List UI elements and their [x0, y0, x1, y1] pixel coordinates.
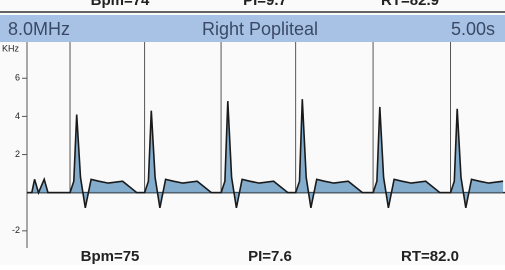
y-tick-label: 2: [15, 149, 20, 159]
bpm: Bpm=75: [81, 248, 140, 265]
rt: RT=82.0: [401, 248, 459, 265]
prev-rt: RT=82.9: [381, 0, 439, 9]
prev-bpm: Bpm=74: [91, 0, 150, 9]
sweep: 5.00s: [451, 19, 495, 39]
pi: PI=7.6: [248, 248, 292, 265]
y-tick-label: -2: [12, 225, 20, 235]
vessel: Right Popliteal: [202, 19, 318, 39]
screen: Bpm=74 PI=9.7 RT=82.9 8.0MHz Right Popli…: [0, 0, 505, 265]
page: Bpm=74 PI=9.7 RT=82.9 8.0MHz Right Popli…: [0, 0, 505, 265]
y-tick-label: 6: [15, 73, 20, 83]
y-axis-label: KHz: [2, 43, 20, 53]
frequency: 8.0MHz: [8, 19, 70, 39]
prev-pi: PI=9.7: [243, 0, 287, 9]
y-tick-label: 4: [15, 111, 20, 121]
